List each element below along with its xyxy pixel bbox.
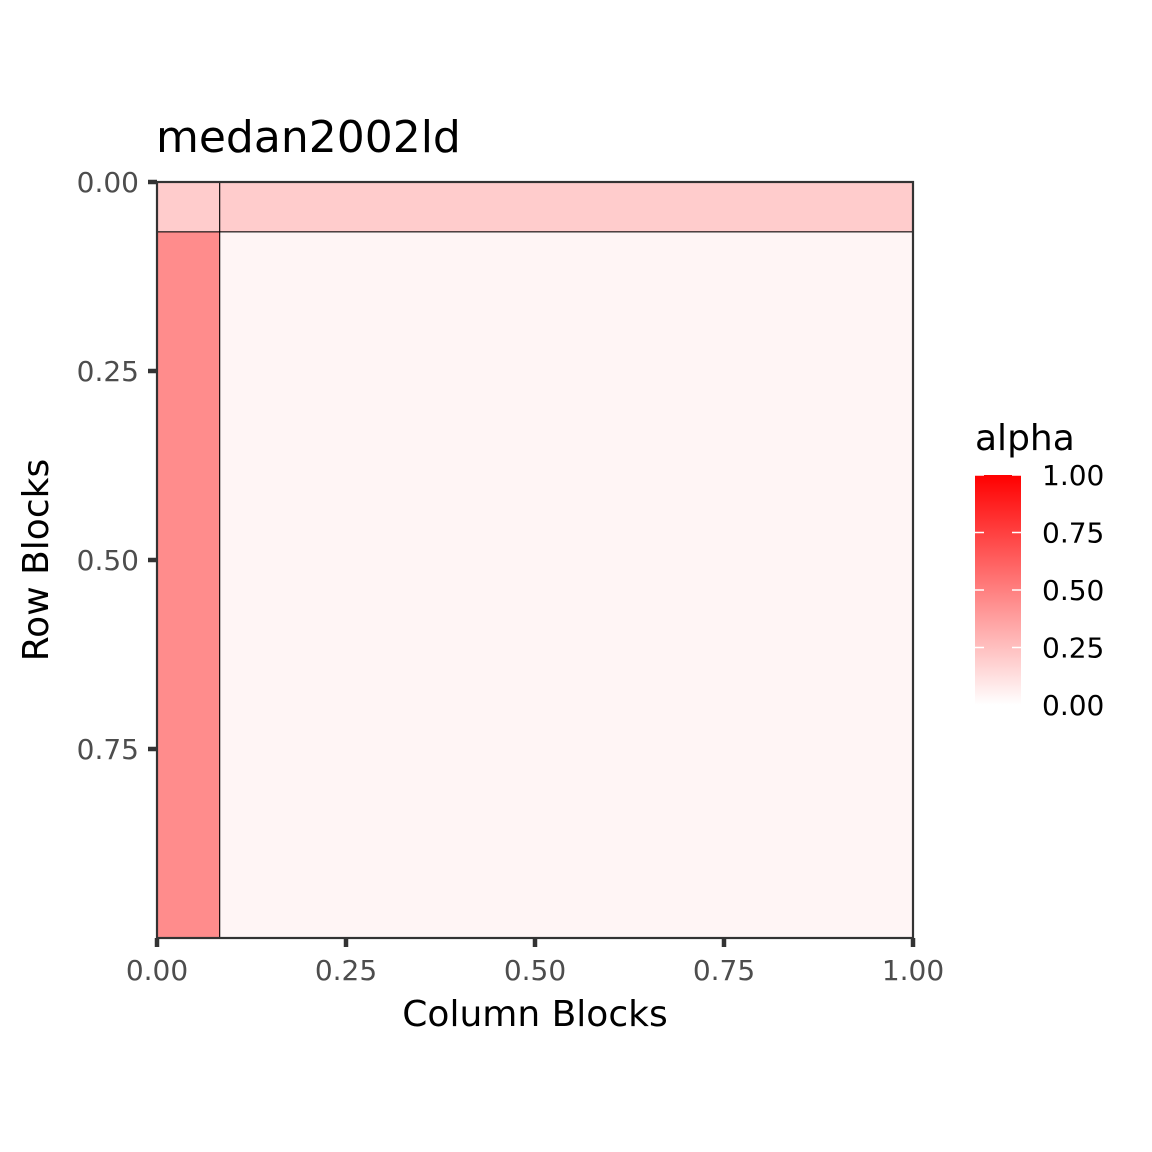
x-axis-title: Column Blocks (402, 994, 667, 1035)
y-tick-label: 0.00 (77, 166, 139, 199)
legend-ticks: 1.00 0.75 0.50 0.25 0.00 (975, 459, 1104, 722)
legend-label: 1.00 (1042, 459, 1104, 492)
heatmap-cells (156, 181, 914, 939)
legend-title: alpha (975, 418, 1075, 459)
y-axis: 0.00 0.25 0.50 0.75 (77, 166, 157, 766)
y-tick-label: 0.75 (77, 733, 139, 766)
x-tick-label: 0.75 (693, 954, 755, 987)
x-tick-label: 0.00 (126, 954, 188, 987)
heatmap-cell-r1-c0 (156, 231, 221, 939)
x-tick-label: 0.25 (315, 954, 377, 987)
x-axis: 0.00 0.25 0.50 0.75 1.00 (126, 938, 944, 987)
legend-label: 0.75 (1042, 517, 1104, 550)
legend-label: 0.25 (1042, 632, 1104, 665)
legend-label: 0.50 (1042, 574, 1104, 607)
y-tick-label: 0.25 (77, 355, 139, 388)
heatmap-cell-r1-c1 (219, 231, 914, 939)
heatmap-cell-r0-c0 (156, 181, 221, 233)
x-tick-label: 0.50 (504, 954, 566, 987)
y-tick-label: 0.50 (77, 544, 139, 577)
x-tick-label: 1.00 (882, 954, 944, 987)
legend-label: 0.00 (1042, 689, 1104, 722)
legend: alpha 1.00 0.75 0.50 0.25 0.00 (975, 418, 1104, 722)
heatmap-cell-r0-c1 (219, 181, 914, 233)
chart-title: medan2002ld (156, 112, 461, 163)
y-axis-title: Row Blocks (16, 459, 57, 661)
